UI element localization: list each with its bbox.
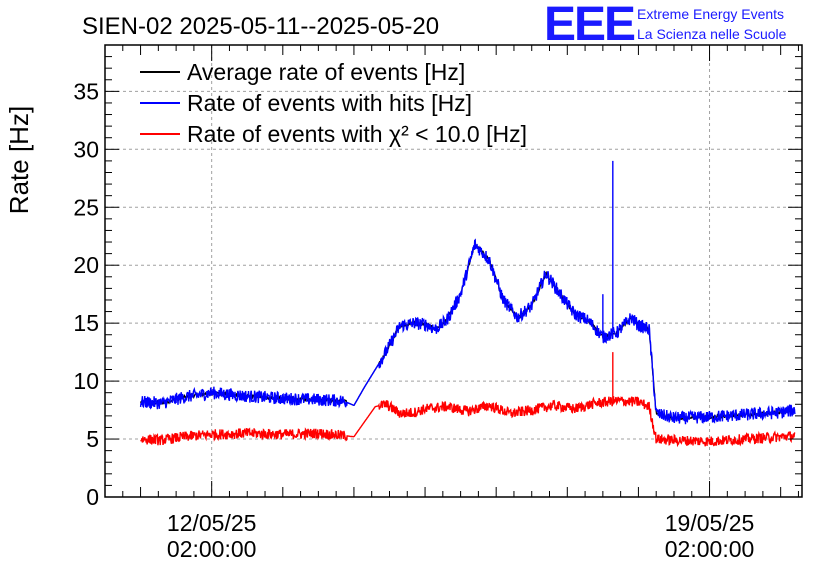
x-tick-label-date: 12/05/25 — [167, 510, 257, 536]
legend-label-2: Rate of events with χ² < 10.0 [Hz] — [187, 121, 527, 147]
series-line-2 — [140, 395, 796, 448]
axes: 0510152025303512/05/2502:00:0019/05/2502… — [73, 44, 803, 562]
legend-label-0: Average rate of events [Hz] — [187, 59, 465, 85]
x-tick-label-time: 02:00:00 — [665, 536, 755, 562]
logo-line-2: La Scienza nelle Scuole — [637, 26, 787, 42]
x-tick-label-date: 19/05/25 — [665, 510, 755, 536]
series-line-1 — [139, 238, 796, 425]
y-tick-label: 35 — [73, 78, 99, 104]
y-tick-label: 5 — [86, 426, 99, 452]
series-layer — [139, 160, 796, 448]
legend: Average rate of events [Hz] Rate of event… — [140, 59, 527, 147]
eee-logo: EEE Extreme Energy Events La Scienza nel… — [544, 0, 787, 51]
y-tick-label: 10 — [73, 368, 99, 394]
logo-mark: EEE — [544, 0, 635, 51]
x-tick-label-time: 02:00:00 — [167, 536, 257, 562]
grid — [105, 45, 802, 497]
logo-line-1: Extreme Energy Events — [637, 6, 784, 22]
y-tick-label: 25 — [73, 194, 99, 220]
legend-label-1: Rate of events with hits [Hz] — [187, 90, 472, 116]
y-axis-label: Rate [Hz] — [4, 106, 34, 214]
y-tick-label: 0 — [86, 484, 99, 510]
plot-frame — [104, 44, 803, 498]
chart-title: SIEN-02 2025-05-11--2025-05-20 — [82, 13, 439, 40]
y-tick-label: 15 — [73, 310, 99, 336]
y-tick-label: 20 — [73, 252, 99, 278]
y-tick-label: 30 — [73, 136, 99, 162]
